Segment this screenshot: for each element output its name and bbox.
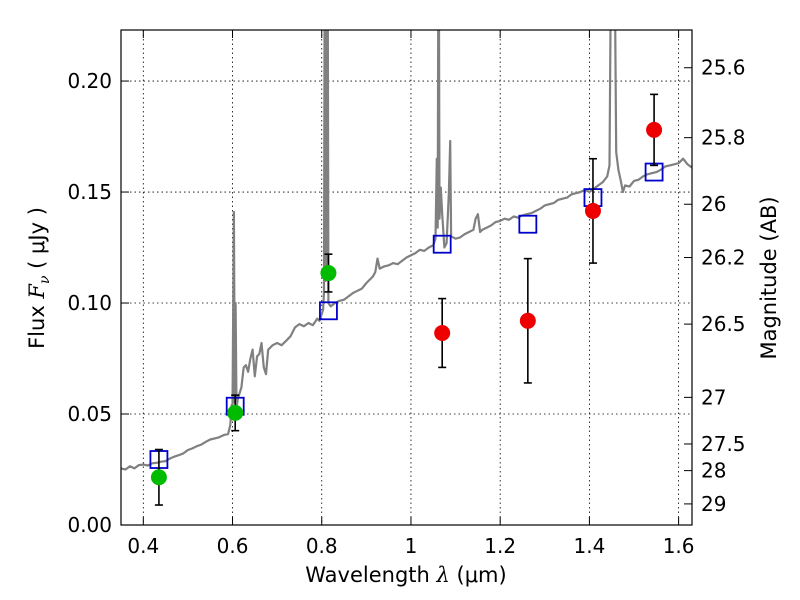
optical-detection-point <box>227 404 244 421</box>
plot-frame <box>120 29 693 526</box>
right-tick-label: 28 <box>701 459 726 483</box>
right-tick-label: 25.6 <box>701 56 746 80</box>
plot-content <box>121 30 692 506</box>
right-axis-label: Magnitude (AB) <box>757 196 781 359</box>
model-photometry-square <box>518 214 538 234</box>
optical-detection-point <box>150 469 167 486</box>
x-tick-label: 1 <box>405 534 418 558</box>
nir-detection-point <box>584 202 601 219</box>
x-tick-label: 0.8 <box>306 534 338 558</box>
y-tick-label: 0.15 <box>67 180 112 204</box>
right-axis-ticks: 25.6 25.8 26 26.2 26.5 27 27.5 28 29 <box>684 56 746 516</box>
y-tick-label: 0.05 <box>67 402 112 426</box>
x-tick-label: 1.6 <box>663 534 695 558</box>
y-tick-label: 0.00 <box>67 513 112 537</box>
y-axis-subscript: ν <box>37 275 53 284</box>
y-tick-label: 0.20 <box>67 69 112 93</box>
y-tick-label: 0.10 <box>67 291 112 315</box>
optical-detection-point <box>320 265 337 282</box>
model-photometry-square <box>319 301 338 321</box>
x-axis-ticks: 0.4 0.6 0.8 1 1.2 1.4 1.6 <box>127 30 695 558</box>
model-photometry-square <box>432 234 452 254</box>
x-tick-label: 0.6 <box>217 534 249 558</box>
right-tick-label: 26.2 <box>701 246 746 270</box>
nir-detection-point <box>434 324 451 341</box>
right-tick-label: 26 <box>701 192 726 216</box>
y-axis-symbol: F <box>25 283 49 300</box>
spectrum-line <box>121 30 692 471</box>
right-tick-label: 29 <box>701 492 726 516</box>
right-tick-label: 27 <box>701 385 726 409</box>
x-tick-label: 1.4 <box>573 534 605 558</box>
right-tick-label: 26.5 <box>701 312 746 336</box>
right-tick-label: 27.5 <box>701 432 746 456</box>
nir-detection-point <box>646 121 663 138</box>
x-axis-symbol: λ <box>436 563 450 587</box>
y-axis-label: Flux Fν ( μJy ) <box>25 207 53 349</box>
x-tick-label: 0.4 <box>127 534 159 558</box>
plot-background <box>121 30 692 525</box>
x-axis-label: Wavelength λ (μm) <box>305 563 506 587</box>
y-axis-ticks: 0.00 0.05 0.10 0.15 0.20 <box>67 69 129 537</box>
nir-detection-point <box>519 312 536 329</box>
right-tick-label: 25.8 <box>701 126 746 150</box>
x-tick-label: 1.2 <box>484 534 516 558</box>
